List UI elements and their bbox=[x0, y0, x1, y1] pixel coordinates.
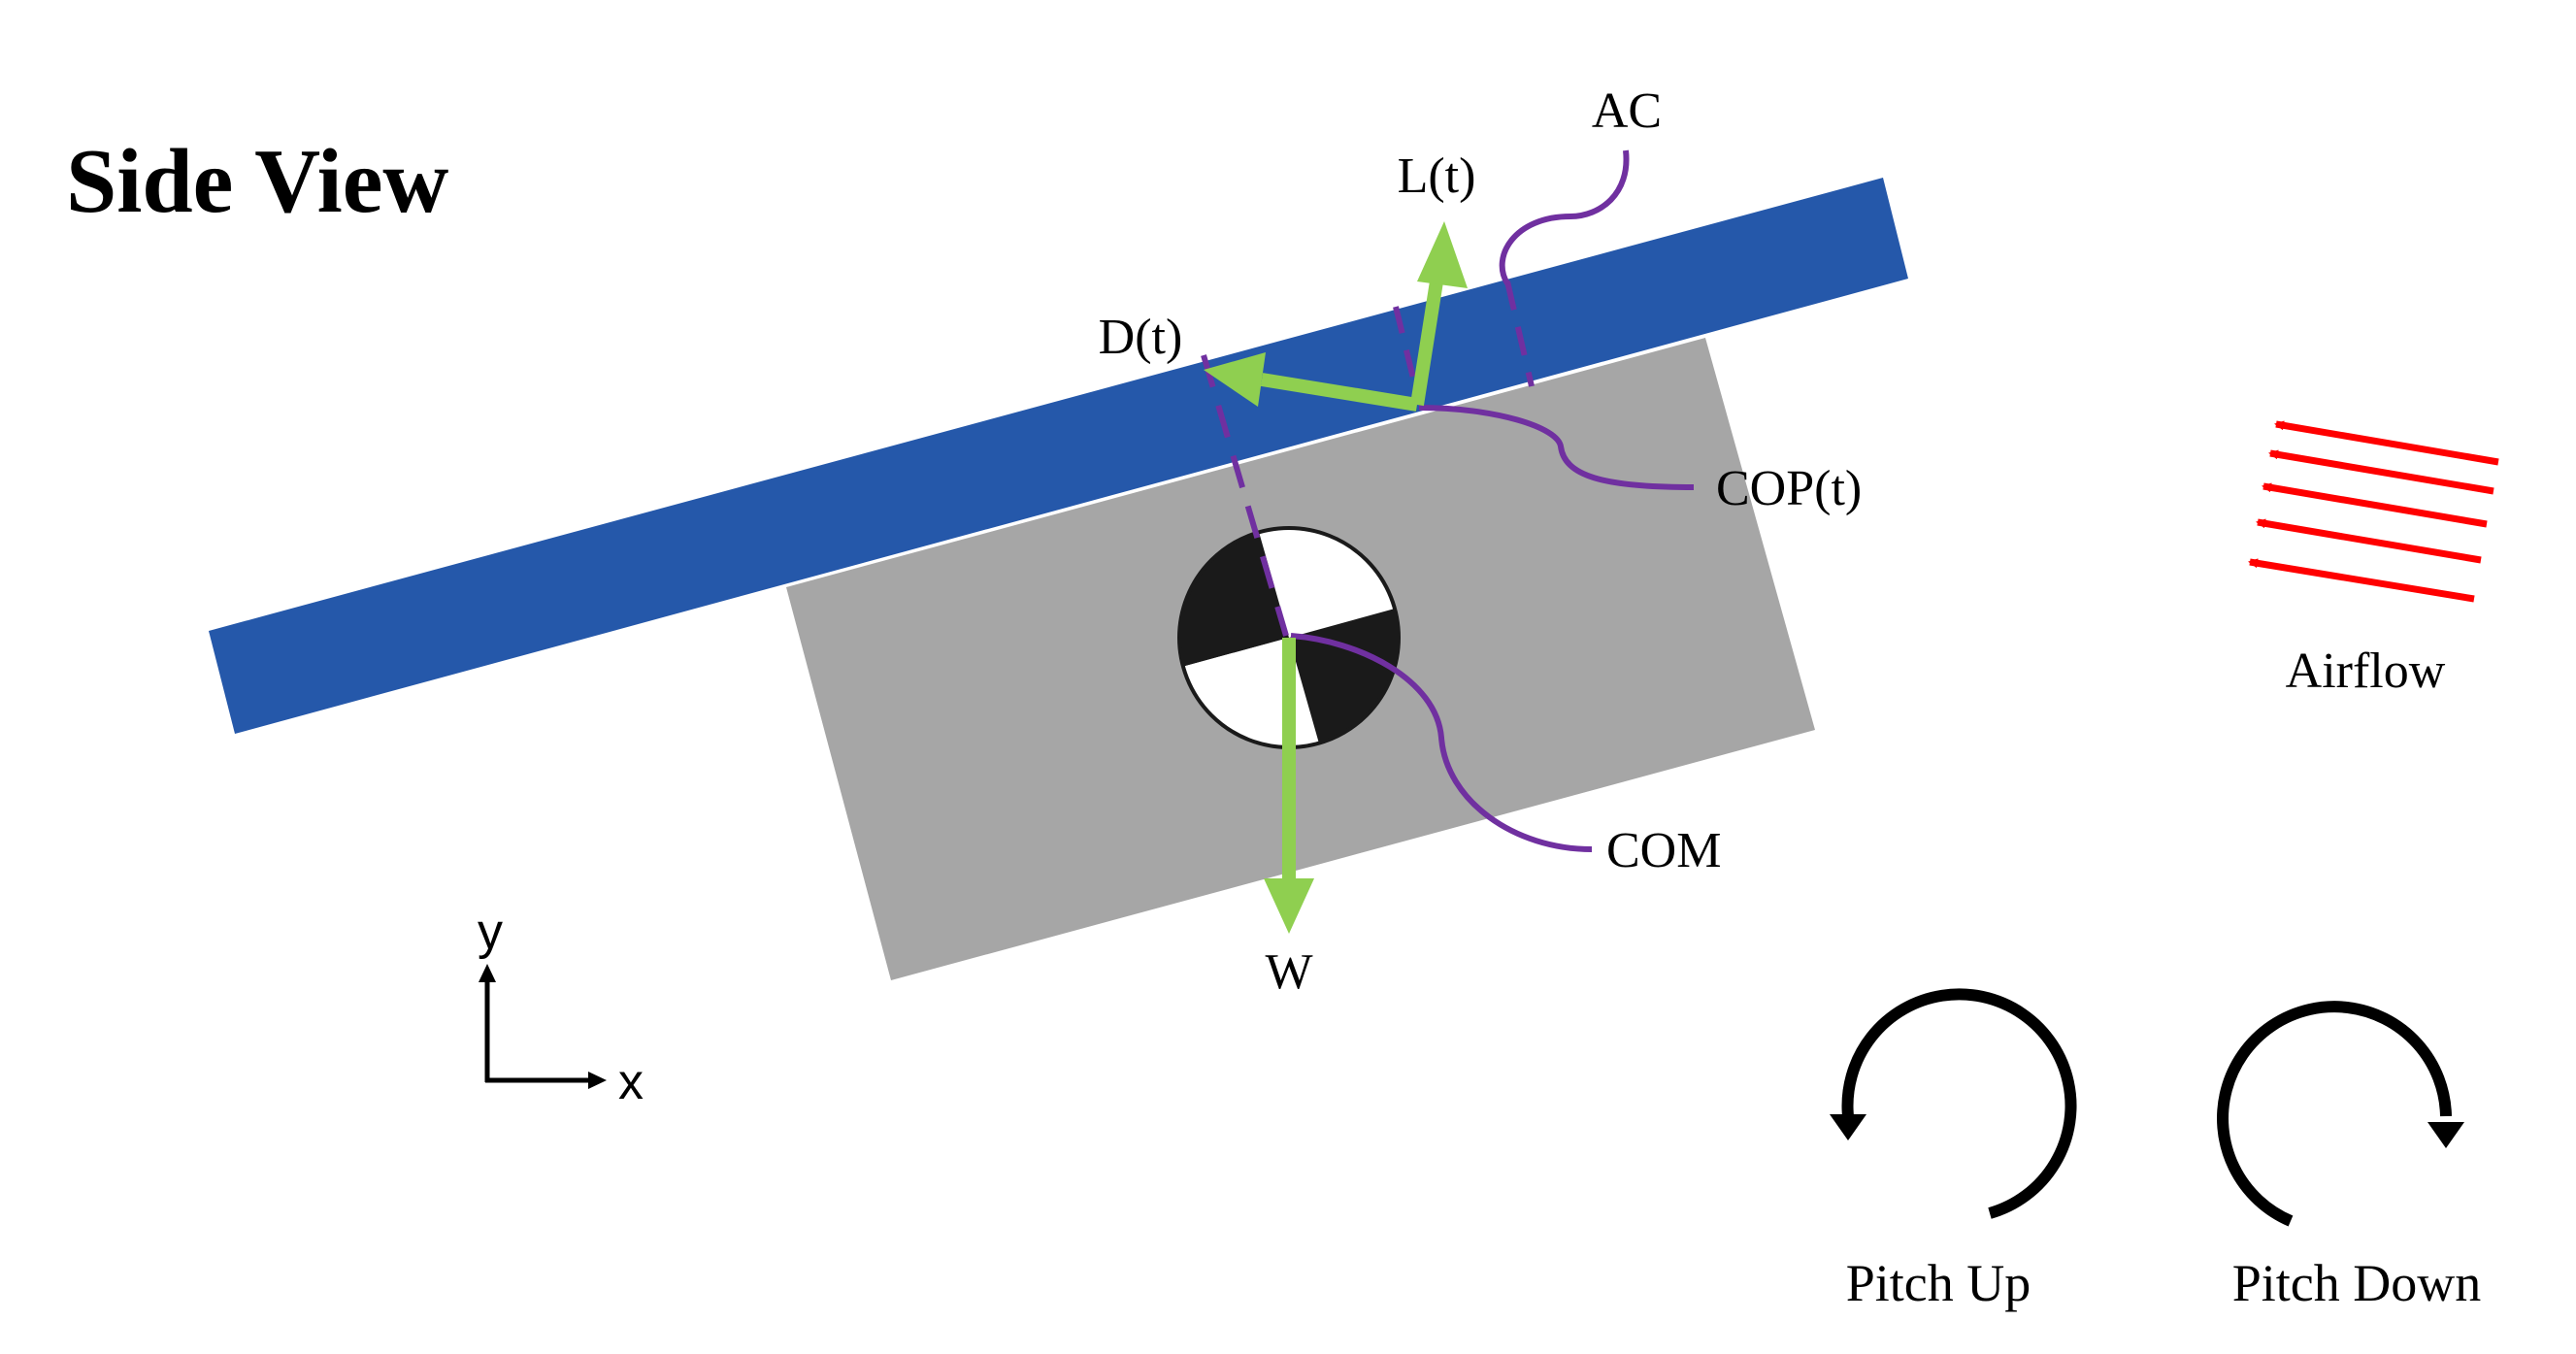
cop-label: COP(t) bbox=[1716, 461, 1862, 516]
weight-label: W bbox=[1265, 944, 1312, 1000]
ac-leader-line bbox=[1499, 149, 1630, 285]
drag-arrow bbox=[1204, 352, 1419, 412]
ac-reference-line bbox=[1504, 281, 1535, 387]
clockwise-arrow-icon bbox=[2217, 1001, 2464, 1227]
airflow-arrows bbox=[2248, 420, 2499, 603]
pitch-up-label: Pitch Up bbox=[1846, 1254, 2031, 1312]
com-label: COM bbox=[1606, 823, 1721, 878]
ac-label: AC bbox=[1592, 83, 1662, 139]
counterclockwise-arrow-icon bbox=[1830, 988, 2077, 1219]
lift-reference-line bbox=[1393, 306, 1420, 395]
airflow-label: Airflow bbox=[2286, 644, 2446, 699]
com-leader-line bbox=[1290, 633, 1593, 852]
wing bbox=[209, 178, 1908, 734]
lift-arrow bbox=[1410, 221, 1468, 407]
page-title: Side View bbox=[66, 131, 448, 232]
drag-label: D(t) bbox=[1099, 310, 1183, 365]
weight-arrow bbox=[1264, 638, 1314, 934]
coordinate-axes bbox=[479, 964, 607, 1089]
x-axis-label: x bbox=[618, 1054, 644, 1110]
lift-label: L(t) bbox=[1398, 149, 1476, 204]
y-axis-label: y bbox=[478, 904, 503, 960]
pitch-down-label: Pitch Down bbox=[2232, 1254, 2482, 1312]
cop-leader-line bbox=[1418, 405, 1695, 490]
